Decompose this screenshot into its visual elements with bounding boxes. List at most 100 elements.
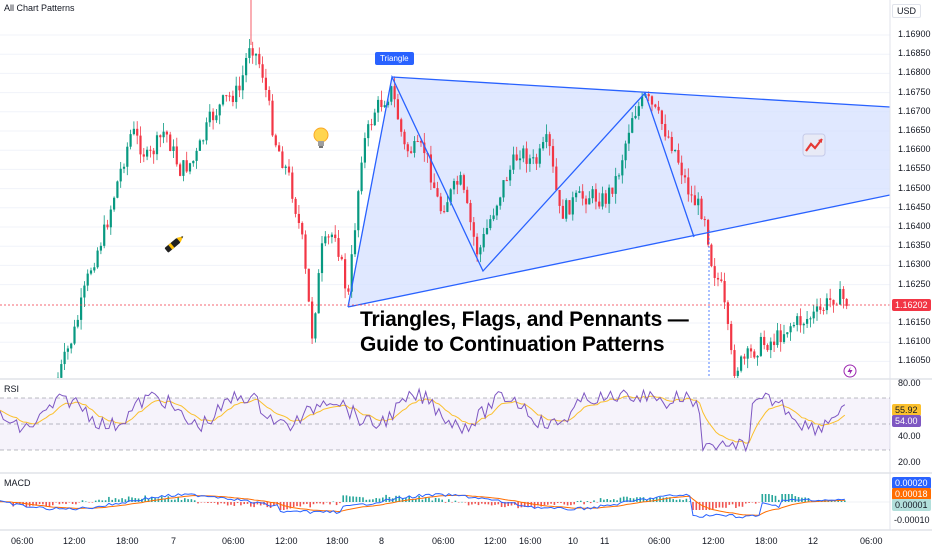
- candle-body: [459, 175, 462, 185]
- macd-histogram: [0, 494, 846, 510]
- candle-body: [482, 233, 485, 248]
- candle-body: [763, 336, 766, 346]
- candle-body: [386, 101, 390, 106]
- macd-histogram-bar: [118, 499, 120, 502]
- candle-body: [344, 259, 347, 289]
- candle-body: [674, 149, 677, 151]
- candle-body: [155, 135, 159, 155]
- macd-histogram-bar: [329, 502, 331, 505]
- current-price-tag: 1.16202: [892, 299, 931, 311]
- macd-histogram-bar: [25, 502, 28, 508]
- rsi-value-tag: 55.92: [892, 404, 921, 416]
- macd-hist-tag: 0.00001: [892, 499, 931, 511]
- macd-histogram-bar: [299, 502, 302, 507]
- macd-histogram-bar: [332, 501, 335, 503]
- macd-histogram-bar: [543, 502, 546, 506]
- candle-body: [334, 234, 337, 239]
- lightning-icon[interactable]: [843, 364, 857, 378]
- macd-histogram-bar: [797, 497, 800, 502]
- candle-body: [416, 141, 419, 143]
- candle-body: [509, 169, 512, 181]
- rsi-panel: [0, 387, 890, 453]
- macd-histogram-bar: [52, 502, 54, 506]
- candle-body: [89, 270, 93, 274]
- candle-body: [390, 86, 393, 102]
- time-axis-label: 06:00: [432, 536, 455, 546]
- rsi-line: [0, 387, 846, 453]
- macd-histogram-bar: [48, 502, 51, 507]
- candle-body: [429, 154, 432, 183]
- macd-histogram-bar: [807, 498, 810, 502]
- macd-histogram-bar: [484, 502, 486, 505]
- candle-body: [106, 224, 109, 228]
- macd-histogram-bar: [395, 495, 397, 502]
- candle-body: [469, 203, 472, 223]
- candle-body: [93, 267, 96, 271]
- macd-histogram-bar: [563, 502, 566, 505]
- candle-body: [740, 356, 743, 371]
- time-axis-label: 10: [568, 536, 579, 546]
- candle-body: [782, 334, 786, 343]
- candle-body: [743, 356, 746, 359]
- time-axis-label: 06:00: [222, 536, 245, 546]
- candle-body: [274, 135, 277, 146]
- time-axis-label: 06:00: [648, 536, 671, 546]
- macd-histogram-bar: [570, 502, 572, 506]
- macd-histogram-bar: [203, 502, 206, 503]
- candle-body: [396, 99, 399, 120]
- macd-histogram-bar: [735, 502, 737, 508]
- macd-histogram-bar: [134, 498, 137, 502]
- candle-body: [505, 180, 508, 182]
- candle-body: [175, 146, 178, 165]
- macd-histogram-bar: [217, 502, 219, 505]
- candle-body: [753, 351, 756, 358]
- macd-histogram-bar: [352, 496, 354, 502]
- candle-body: [845, 298, 848, 306]
- candle-body: [291, 172, 294, 199]
- candle-body: [162, 131, 165, 138]
- candle-body: [311, 301, 314, 339]
- time-axis-label: 7: [171, 536, 177, 546]
- candle-body: [710, 244, 713, 267]
- macd-histogram-bar: [81, 500, 84, 502]
- candle-body: [548, 134, 551, 147]
- rsi-title[interactable]: RSI: [4, 384, 20, 394]
- candle-body: [297, 213, 300, 224]
- macd-histogram-bar: [385, 494, 387, 502]
- candle-body: [76, 319, 79, 327]
- candle-body: [581, 191, 584, 199]
- macd-histogram-bar: [837, 500, 839, 502]
- time-axis-label: 18:00: [116, 536, 139, 546]
- macd-histogram-bar: [309, 502, 311, 508]
- candle-body: [172, 146, 175, 151]
- macd-histogram-bar: [322, 502, 325, 505]
- candle-body: [476, 236, 479, 255]
- macd-histogram-bar: [292, 502, 295, 507]
- price-axis-label: 1.16450: [898, 201, 931, 212]
- candle-body: [314, 313, 317, 339]
- macd-histogram-bar: [253, 502, 255, 508]
- candle-body: [393, 86, 396, 100]
- candle-body: [601, 193, 604, 207]
- candle-body: [792, 324, 795, 327]
- lightbulb-icon: [313, 127, 329, 151]
- triangle-pattern-lines[interactable]: [347, 74, 891, 308]
- macd-histogram-bar: [180, 499, 183, 502]
- rsi-ma-line: [0, 395, 846, 444]
- macd-histogram-bar: [246, 502, 249, 504]
- candle-body: [759, 336, 762, 356]
- macd-histogram-bar: [65, 502, 67, 505]
- candle-body: [657, 106, 660, 111]
- currency-label[interactable]: USD: [892, 4, 922, 18]
- candle-body: [512, 154, 515, 170]
- macd-histogram-bar: [556, 502, 559, 504]
- candle-body: [307, 268, 310, 302]
- macd-histogram-bar: [210, 502, 212, 503]
- price-axis-label: 1.16100: [898, 336, 931, 347]
- macd-title[interactable]: MACD: [4, 478, 31, 488]
- triangle-badge[interactable]: Triangle: [375, 52, 414, 65]
- macd-histogram-bar: [94, 500, 97, 502]
- candle-body: [433, 182, 436, 189]
